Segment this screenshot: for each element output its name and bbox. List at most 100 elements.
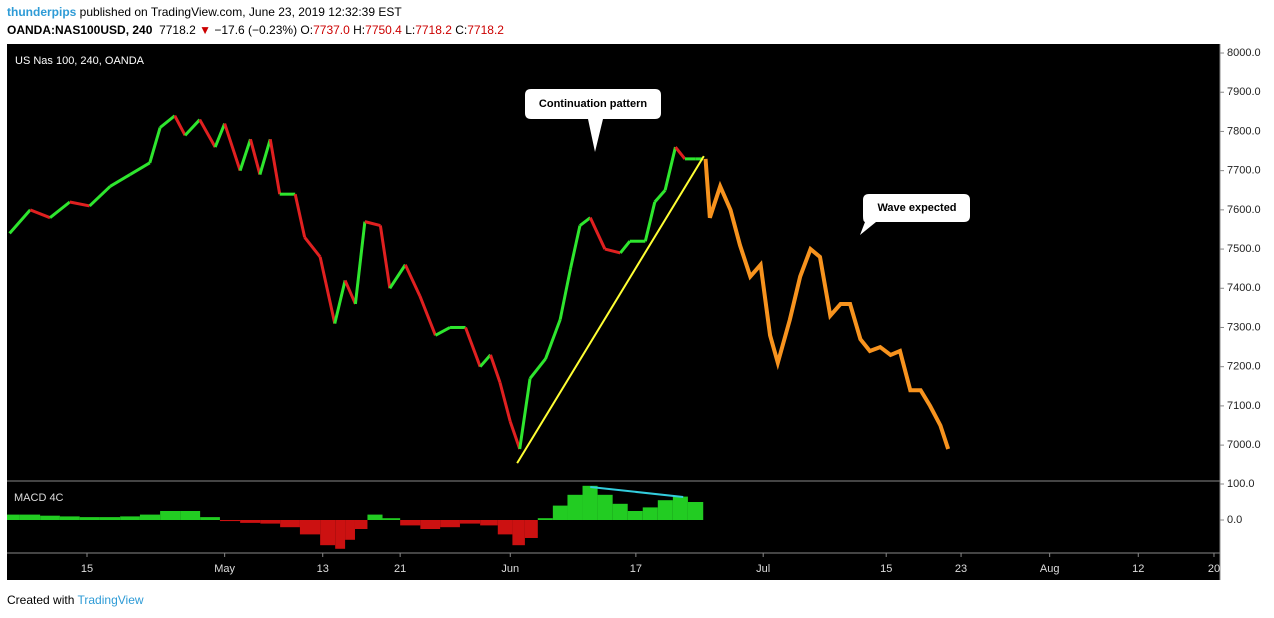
price-segment bbox=[378, 225, 392, 289]
x-tick-label: Jun bbox=[501, 563, 519, 575]
y-tick-label: 7000.0 bbox=[1227, 439, 1261, 451]
price-segment bbox=[388, 263, 407, 290]
price-segment bbox=[569, 225, 582, 269]
price-segment bbox=[173, 115, 187, 137]
o: 7737.0 bbox=[313, 23, 350, 37]
y-tick-label: 7600.0 bbox=[1227, 204, 1261, 216]
price-segment bbox=[8, 208, 32, 235]
symbol-line: OANDA:NAS100USD, 240 7718.2 ▼ −17.6 (−0.… bbox=[7, 23, 504, 37]
chart: US Nas 100, 240, OANDA MACD 4C 7000.0 710… bbox=[7, 44, 1261, 580]
histogram-bar bbox=[642, 507, 658, 521]
x-tick-label: May bbox=[214, 563, 235, 575]
author[interactable]: thunderpips bbox=[7, 5, 77, 19]
change: −17.6 (−0.23%) bbox=[214, 23, 298, 37]
histogram-bar bbox=[552, 505, 568, 521]
callout: Continuation pattern bbox=[525, 89, 661, 152]
x-tick-label: Aug bbox=[1040, 563, 1060, 575]
price-segment bbox=[318, 256, 337, 324]
price-segment bbox=[129, 161, 151, 176]
histogram-bar bbox=[612, 503, 628, 521]
callout: Wave expected bbox=[860, 194, 970, 235]
symbol: OANDA:NAS100USD, 240 bbox=[7, 23, 153, 37]
y-tick-label: 7500.0 bbox=[1227, 243, 1261, 255]
price-segment bbox=[249, 138, 262, 175]
price-segment bbox=[434, 326, 451, 337]
price-segment bbox=[238, 138, 252, 172]
histogram-bar bbox=[537, 518, 553, 521]
histogram-bar bbox=[240, 520, 261, 523]
y-tick-label: 0.0 bbox=[1227, 514, 1242, 526]
price-segment bbox=[579, 216, 592, 227]
y-tick-label: 7700.0 bbox=[1227, 165, 1261, 177]
callout-text: Continuation pattern bbox=[539, 98, 647, 110]
callout-box bbox=[860, 194, 970, 235]
price-segment bbox=[674, 146, 687, 160]
price-segment bbox=[159, 114, 176, 129]
last: 7718.2 bbox=[159, 23, 196, 37]
histogram-bar bbox=[420, 520, 441, 529]
y-tick-label: 7800.0 bbox=[1227, 125, 1261, 137]
divergence-line bbox=[590, 486, 684, 499]
price-segment bbox=[293, 193, 307, 238]
price-segment bbox=[183, 118, 201, 137]
histogram-bar bbox=[524, 520, 538, 538]
o-label: O: bbox=[300, 23, 314, 37]
histogram-bar bbox=[180, 511, 201, 521]
histogram-bar bbox=[40, 515, 60, 521]
y-tick-label: 7300.0 bbox=[1227, 321, 1261, 333]
h-label: H: bbox=[353, 23, 366, 37]
x-tick-label: 15 bbox=[880, 563, 892, 575]
price-segment bbox=[223, 123, 242, 172]
footer: Created with TradingView bbox=[7, 593, 144, 607]
price-segment bbox=[653, 189, 667, 204]
published: published on TradingView.com, June 23, 2… bbox=[79, 5, 402, 19]
x-tick-label: 21 bbox=[394, 563, 406, 575]
pane-title: US Nas 100, 240, OANDA bbox=[15, 55, 145, 67]
price-segment bbox=[303, 236, 322, 258]
l: 7718.2 bbox=[415, 23, 452, 37]
histogram-bar bbox=[567, 494, 583, 521]
price-segment bbox=[619, 240, 632, 254]
y-tick-label: 7100.0 bbox=[1227, 400, 1261, 412]
price-segment bbox=[604, 247, 621, 255]
y-tick-label: 7900.0 bbox=[1227, 86, 1261, 98]
price-segment bbox=[69, 200, 90, 208]
price-segment bbox=[343, 279, 357, 305]
histogram-bar bbox=[219, 520, 241, 522]
price-segment bbox=[663, 146, 677, 191]
histogram-bar bbox=[480, 520, 498, 526]
y-tick-label: 7400.0 bbox=[1227, 282, 1261, 294]
histogram-bar bbox=[687, 502, 704, 521]
histogram-bar bbox=[382, 518, 401, 521]
callout-text: Wave expected bbox=[877, 202, 956, 214]
histogram-bar bbox=[400, 520, 421, 526]
histogram-bar bbox=[120, 516, 140, 521]
histogram-bar bbox=[160, 511, 181, 521]
h: 7750.4 bbox=[365, 23, 402, 37]
histogram-bar bbox=[7, 514, 20, 521]
histogram-bar bbox=[260, 520, 281, 524]
price-segment bbox=[544, 319, 562, 360]
histogram-bar bbox=[657, 500, 673, 521]
histogram-bar bbox=[672, 496, 688, 521]
histogram-bar bbox=[280, 520, 300, 528]
price-segment bbox=[29, 208, 51, 220]
price-segment bbox=[558, 268, 572, 320]
x-tick-label: Jul bbox=[756, 563, 770, 575]
histogram-bar bbox=[59, 516, 80, 521]
price-segment bbox=[353, 221, 367, 305]
price-segment bbox=[258, 138, 272, 175]
histogram-bar bbox=[459, 520, 481, 524]
price-segment bbox=[518, 378, 532, 450]
histogram-bar bbox=[582, 485, 598, 521]
x-tick-label: 20 bbox=[1208, 563, 1220, 575]
arrow: ▼ bbox=[199, 23, 211, 37]
brand[interactable]: TradingView bbox=[77, 593, 144, 607]
histogram-bar bbox=[99, 517, 121, 521]
c-label: C: bbox=[455, 23, 468, 37]
histogram-bar bbox=[139, 514, 161, 521]
callout-box bbox=[525, 89, 661, 152]
x-tick-label: 23 bbox=[955, 563, 967, 575]
histogram-bar bbox=[200, 517, 220, 521]
